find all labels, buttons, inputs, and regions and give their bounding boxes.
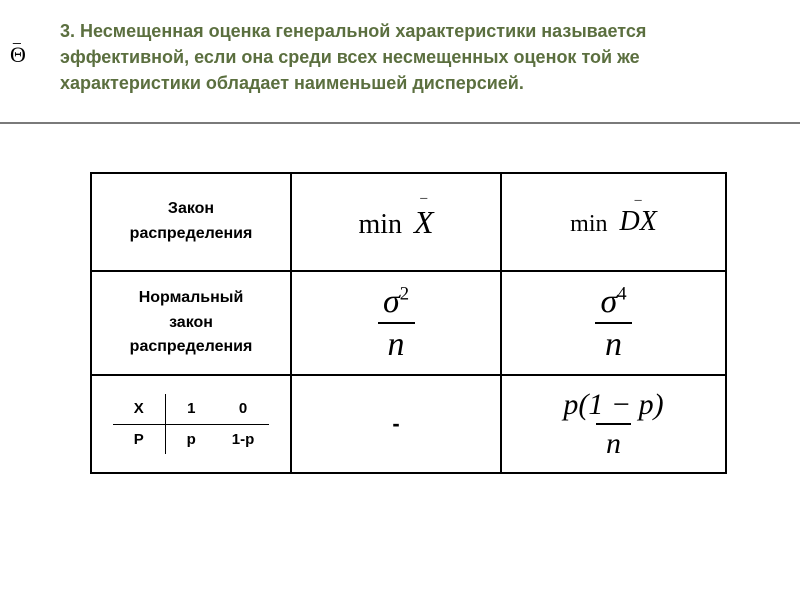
row3-col2-cell: - — [291, 375, 501, 473]
row2-col3-sigma: σ — [600, 283, 617, 320]
mini-r3: 1-p — [217, 424, 269, 454]
row1-col3-var: DX — [620, 206, 657, 237]
row1-label-line2: распределения — [130, 225, 253, 242]
row2-label-cell: Нормальный закон распределения — [91, 271, 291, 375]
row1-col3-cell: min _ DX — [501, 173, 726, 271]
horizontal-rule — [0, 122, 800, 124]
mini-h2: 1 — [165, 394, 217, 424]
row1-col2-cell: min _ X — [291, 173, 501, 271]
row2-label-line1: Нормальный — [139, 289, 244, 306]
mini-h1: X — [113, 394, 165, 424]
row3-label-cell: X 1 0 P p 1-p — [91, 375, 291, 473]
properties-table: Закон распределения min _ X min — [90, 172, 727, 474]
row2-col2-cell: σ2 n — [291, 271, 501, 375]
row3-col3-num: p(1 − p) — [563, 388, 663, 421]
row2-col3-cell: σ4 n — [501, 271, 726, 375]
row1-col3-min: min — [570, 211, 607, 238]
row1-col2-var: X — [414, 204, 434, 240]
overbar-icon: _ — [420, 186, 427, 202]
row2-col3-n: n — [595, 322, 632, 363]
row3-col3-cell: p(1 − p) n — [501, 375, 726, 473]
row2-col3-exp: 4 — [617, 283, 626, 304]
table-row: X 1 0 P p 1-p - p(1 − p) — [91, 375, 726, 473]
table-row: Закон распределения min _ X min — [91, 173, 726, 271]
row2-label-line3: распределения — [130, 338, 253, 355]
row2-label-line2: закон — [169, 314, 213, 331]
table-row: Нормальный закон распределения σ2 n σ4 — [91, 271, 726, 375]
row1-label-cell: Закон распределения — [91, 173, 291, 271]
row2-col2-n: n — [378, 322, 415, 363]
row3-col3-den: n — [596, 423, 631, 460]
slide-heading: 3. Несмещенная оценка генеральной характ… — [60, 18, 760, 96]
theta-symbol: Θ — [10, 42, 26, 68]
mini-h3: 0 — [217, 394, 269, 424]
row1-col2-min: min — [358, 209, 402, 241]
row1-label-line1: Закон — [168, 200, 214, 217]
row2-col2-exp: 2 — [400, 283, 409, 304]
row3-col2-dash: - — [392, 411, 399, 437]
heading-block: 3. Несмещенная оценка генеральной характ… — [60, 18, 760, 96]
mini-r2: p — [165, 424, 217, 454]
overbar-icon: _ — [635, 188, 642, 204]
bernoulli-mini-table: X 1 0 P p 1-p — [113, 394, 269, 454]
row2-col2-sigma: σ — [383, 283, 400, 320]
mini-r1: P — [113, 424, 165, 454]
